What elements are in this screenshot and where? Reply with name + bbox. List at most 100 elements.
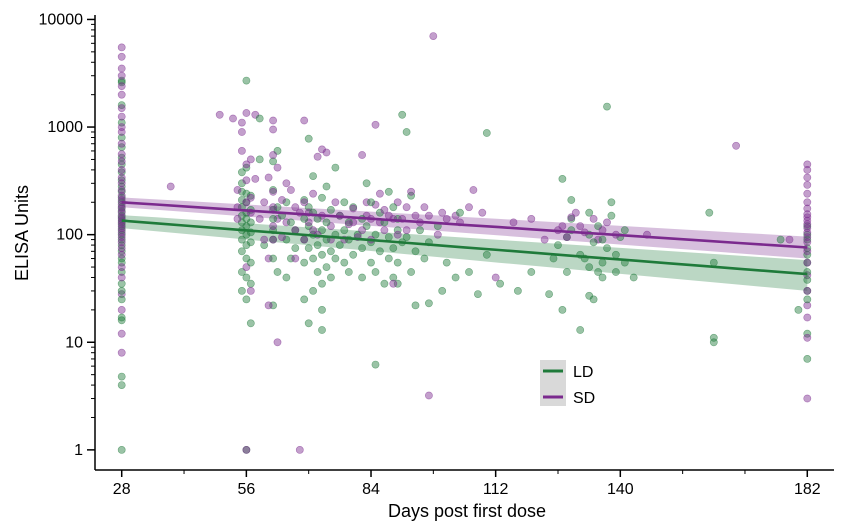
data-point-ld	[326, 247, 335, 256]
data-point-ld	[794, 305, 803, 314]
data-point-sd	[803, 213, 812, 222]
data-point-ld	[340, 226, 349, 235]
data-point-ld	[375, 247, 384, 256]
data-point-ld	[242, 189, 251, 198]
data-point-sd	[273, 338, 282, 347]
data-point-sd	[117, 90, 126, 99]
data-point-ld	[242, 76, 251, 85]
data-point-ld	[282, 198, 291, 207]
data-point-sd	[803, 333, 812, 342]
data-point-ld	[393, 258, 402, 267]
data-point-sd	[278, 196, 286, 204]
data-point-sd	[117, 191, 126, 200]
data-point-ld	[286, 218, 295, 227]
data-point-sd	[166, 182, 175, 191]
data-point-sd	[117, 71, 126, 80]
data-point-ld	[242, 273, 251, 282]
data-point-ld	[420, 254, 429, 263]
y-tick-label: 100	[56, 227, 83, 244]
data-point-ld	[246, 258, 255, 267]
data-point-ld	[237, 179, 246, 188]
data-point-sd	[803, 233, 812, 241]
data-point-ld	[803, 222, 812, 230]
data-point-sd	[255, 214, 264, 223]
data-point-sd	[242, 109, 251, 117]
y-axis-ticks: 1 10 100 1000 10000	[39, 11, 95, 459]
data-point-ld	[117, 313, 126, 322]
data-point-ld	[304, 203, 313, 212]
data-point-ld	[402, 128, 411, 136]
data-point-ld	[273, 268, 282, 276]
data-point-ld	[803, 230, 812, 239]
data-point-ld	[237, 211, 246, 220]
data-point-ld	[407, 268, 415, 276]
data-point-sd	[380, 205, 389, 214]
data-point-ld	[803, 354, 812, 363]
data-point-sd	[117, 348, 126, 357]
data-point-ld	[117, 241, 126, 249]
data-point-ld	[554, 241, 562, 249]
data-point-sd	[117, 208, 126, 217]
data-point-ld	[380, 279, 389, 288]
data-point-ld	[273, 203, 282, 212]
data-point-ld	[705, 208, 714, 217]
data-point-ld	[269, 157, 277, 166]
data-point-sd	[424, 391, 433, 400]
data-point-sd	[451, 211, 460, 220]
data-point-ld	[358, 244, 366, 252]
data-point-ld	[576, 326, 585, 334]
data-point-ld	[398, 110, 407, 119]
data-point-ld	[300, 214, 309, 223]
data-point-ld	[384, 187, 393, 196]
data-point-sd	[371, 120, 380, 129]
data-point-sd	[117, 250, 126, 259]
data-point-sd	[380, 226, 389, 235]
data-point-sd	[295, 445, 304, 454]
x-tick-label: 84	[362, 481, 380, 498]
data-point-ld	[269, 254, 277, 263]
data-point-sd	[411, 211, 420, 220]
data-point-ld	[269, 186, 277, 194]
data-point-sd	[117, 157, 126, 166]
data-point-sd	[269, 222, 277, 230]
data-point-sd	[465, 203, 473, 212]
data-point-sd	[117, 244, 126, 252]
data-point-sd	[331, 198, 340, 207]
data-point-sd	[117, 123, 126, 131]
data-point-sd	[282, 218, 291, 227]
data-point-ld	[326, 205, 335, 214]
x-tick-label: 140	[607, 481, 634, 498]
data-point-ld	[309, 286, 317, 295]
data-point-ld	[260, 241, 269, 249]
x-axis-ticks: 28 56 84 112 140 182	[113, 470, 821, 498]
data-point-ld	[456, 208, 464, 217]
data-point-sd	[402, 226, 411, 235]
data-point-ld	[291, 244, 300, 252]
data-point-ld	[246, 218, 255, 227]
legend-swatch-bg	[540, 360, 566, 406]
data-point-ld	[273, 146, 282, 155]
data-point-sd	[269, 125, 277, 134]
data-point-sd	[438, 208, 447, 217]
data-point-sd	[117, 52, 126, 61]
data-point-sd	[803, 173, 812, 182]
data-point-sd	[803, 160, 812, 169]
data-point-sd	[540, 235, 549, 244]
data-point-sd	[233, 186, 242, 194]
data-point-sd	[433, 230, 442, 239]
data-point-ld	[371, 360, 380, 369]
data-point-sd	[309, 189, 317, 198]
data-point-sd	[117, 64, 126, 73]
data-point-ld	[607, 211, 616, 220]
data-point-ld	[585, 263, 594, 271]
data-point-ld	[246, 319, 255, 328]
data-point-sd	[117, 112, 126, 121]
data-point-ld	[318, 250, 326, 259]
data-point-ld	[237, 235, 246, 244]
data-point-sd	[286, 186, 295, 194]
data-point-sd	[246, 155, 255, 164]
data-point-sd	[246, 193, 255, 202]
data-point-sd	[424, 211, 433, 220]
data-point-sd	[469, 186, 478, 194]
data-point-sd	[117, 139, 126, 148]
